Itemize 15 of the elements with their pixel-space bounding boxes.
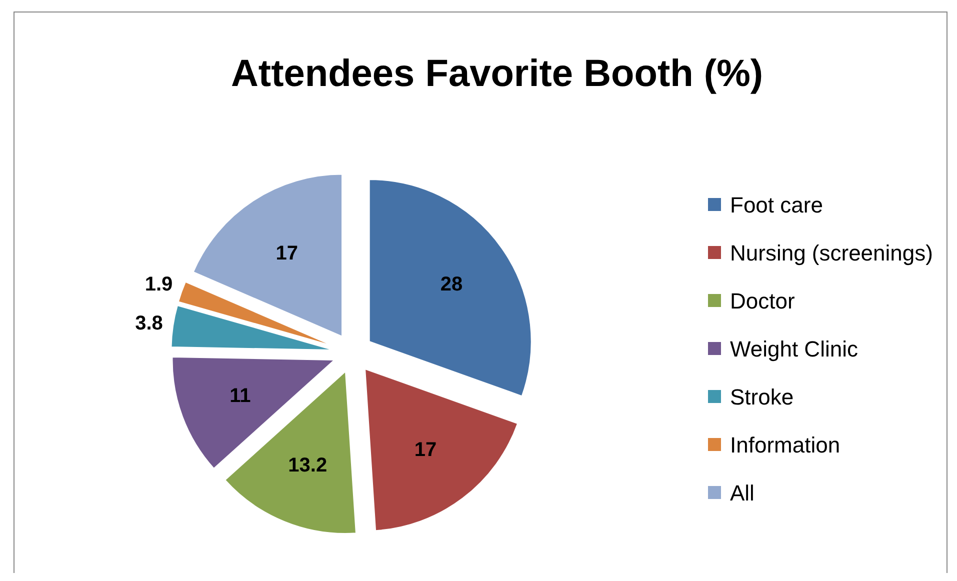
legend-label: All xyxy=(730,480,754,506)
legend-label: Stroke xyxy=(730,384,794,410)
data-label: 3.8 xyxy=(135,312,163,334)
legend-label: Nursing (screenings) xyxy=(730,240,933,266)
data-label: 17 xyxy=(276,242,298,264)
data-label: 28 xyxy=(440,274,463,296)
data-label: 13.2 xyxy=(288,454,328,477)
data-label: 11 xyxy=(230,385,251,408)
data-label: 1.9 xyxy=(144,274,173,296)
legend-label: Information xyxy=(730,432,840,458)
legend-label: Doctor xyxy=(730,288,795,314)
chart-title: Attendees Favorite Booth (%) xyxy=(230,53,764,95)
legend-label: Weight Clinic xyxy=(730,336,858,362)
legend-label: Foot care xyxy=(730,192,823,218)
data-label: 17 xyxy=(414,439,437,462)
